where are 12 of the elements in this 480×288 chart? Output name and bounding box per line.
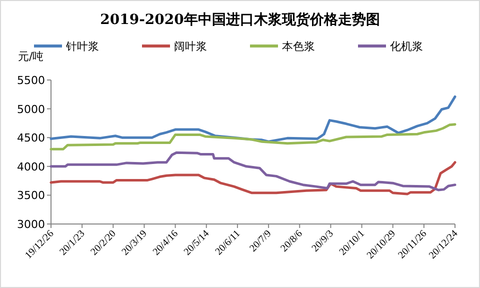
y-tick-label: 3000 [17, 218, 45, 231]
legend-label: 针叶浆 [65, 40, 99, 53]
legend-label: 阔叶浆 [174, 40, 207, 53]
y-tick-label: 3500 [17, 189, 45, 202]
legend-label: 本色浆 [282, 40, 315, 53]
y-tick-label: 4000 [17, 160, 45, 174]
legend-label: 化机浆 [390, 40, 423, 53]
y-tick-label: 4500 [17, 132, 45, 145]
y-axis-title: 元/吨 [18, 50, 44, 63]
y-tick-label: 5500 [17, 74, 45, 87]
chart-title: 2019-2020年中国进口木浆现货价格走势图 [100, 12, 380, 28]
y-tick-label: 5000 [17, 102, 45, 116]
